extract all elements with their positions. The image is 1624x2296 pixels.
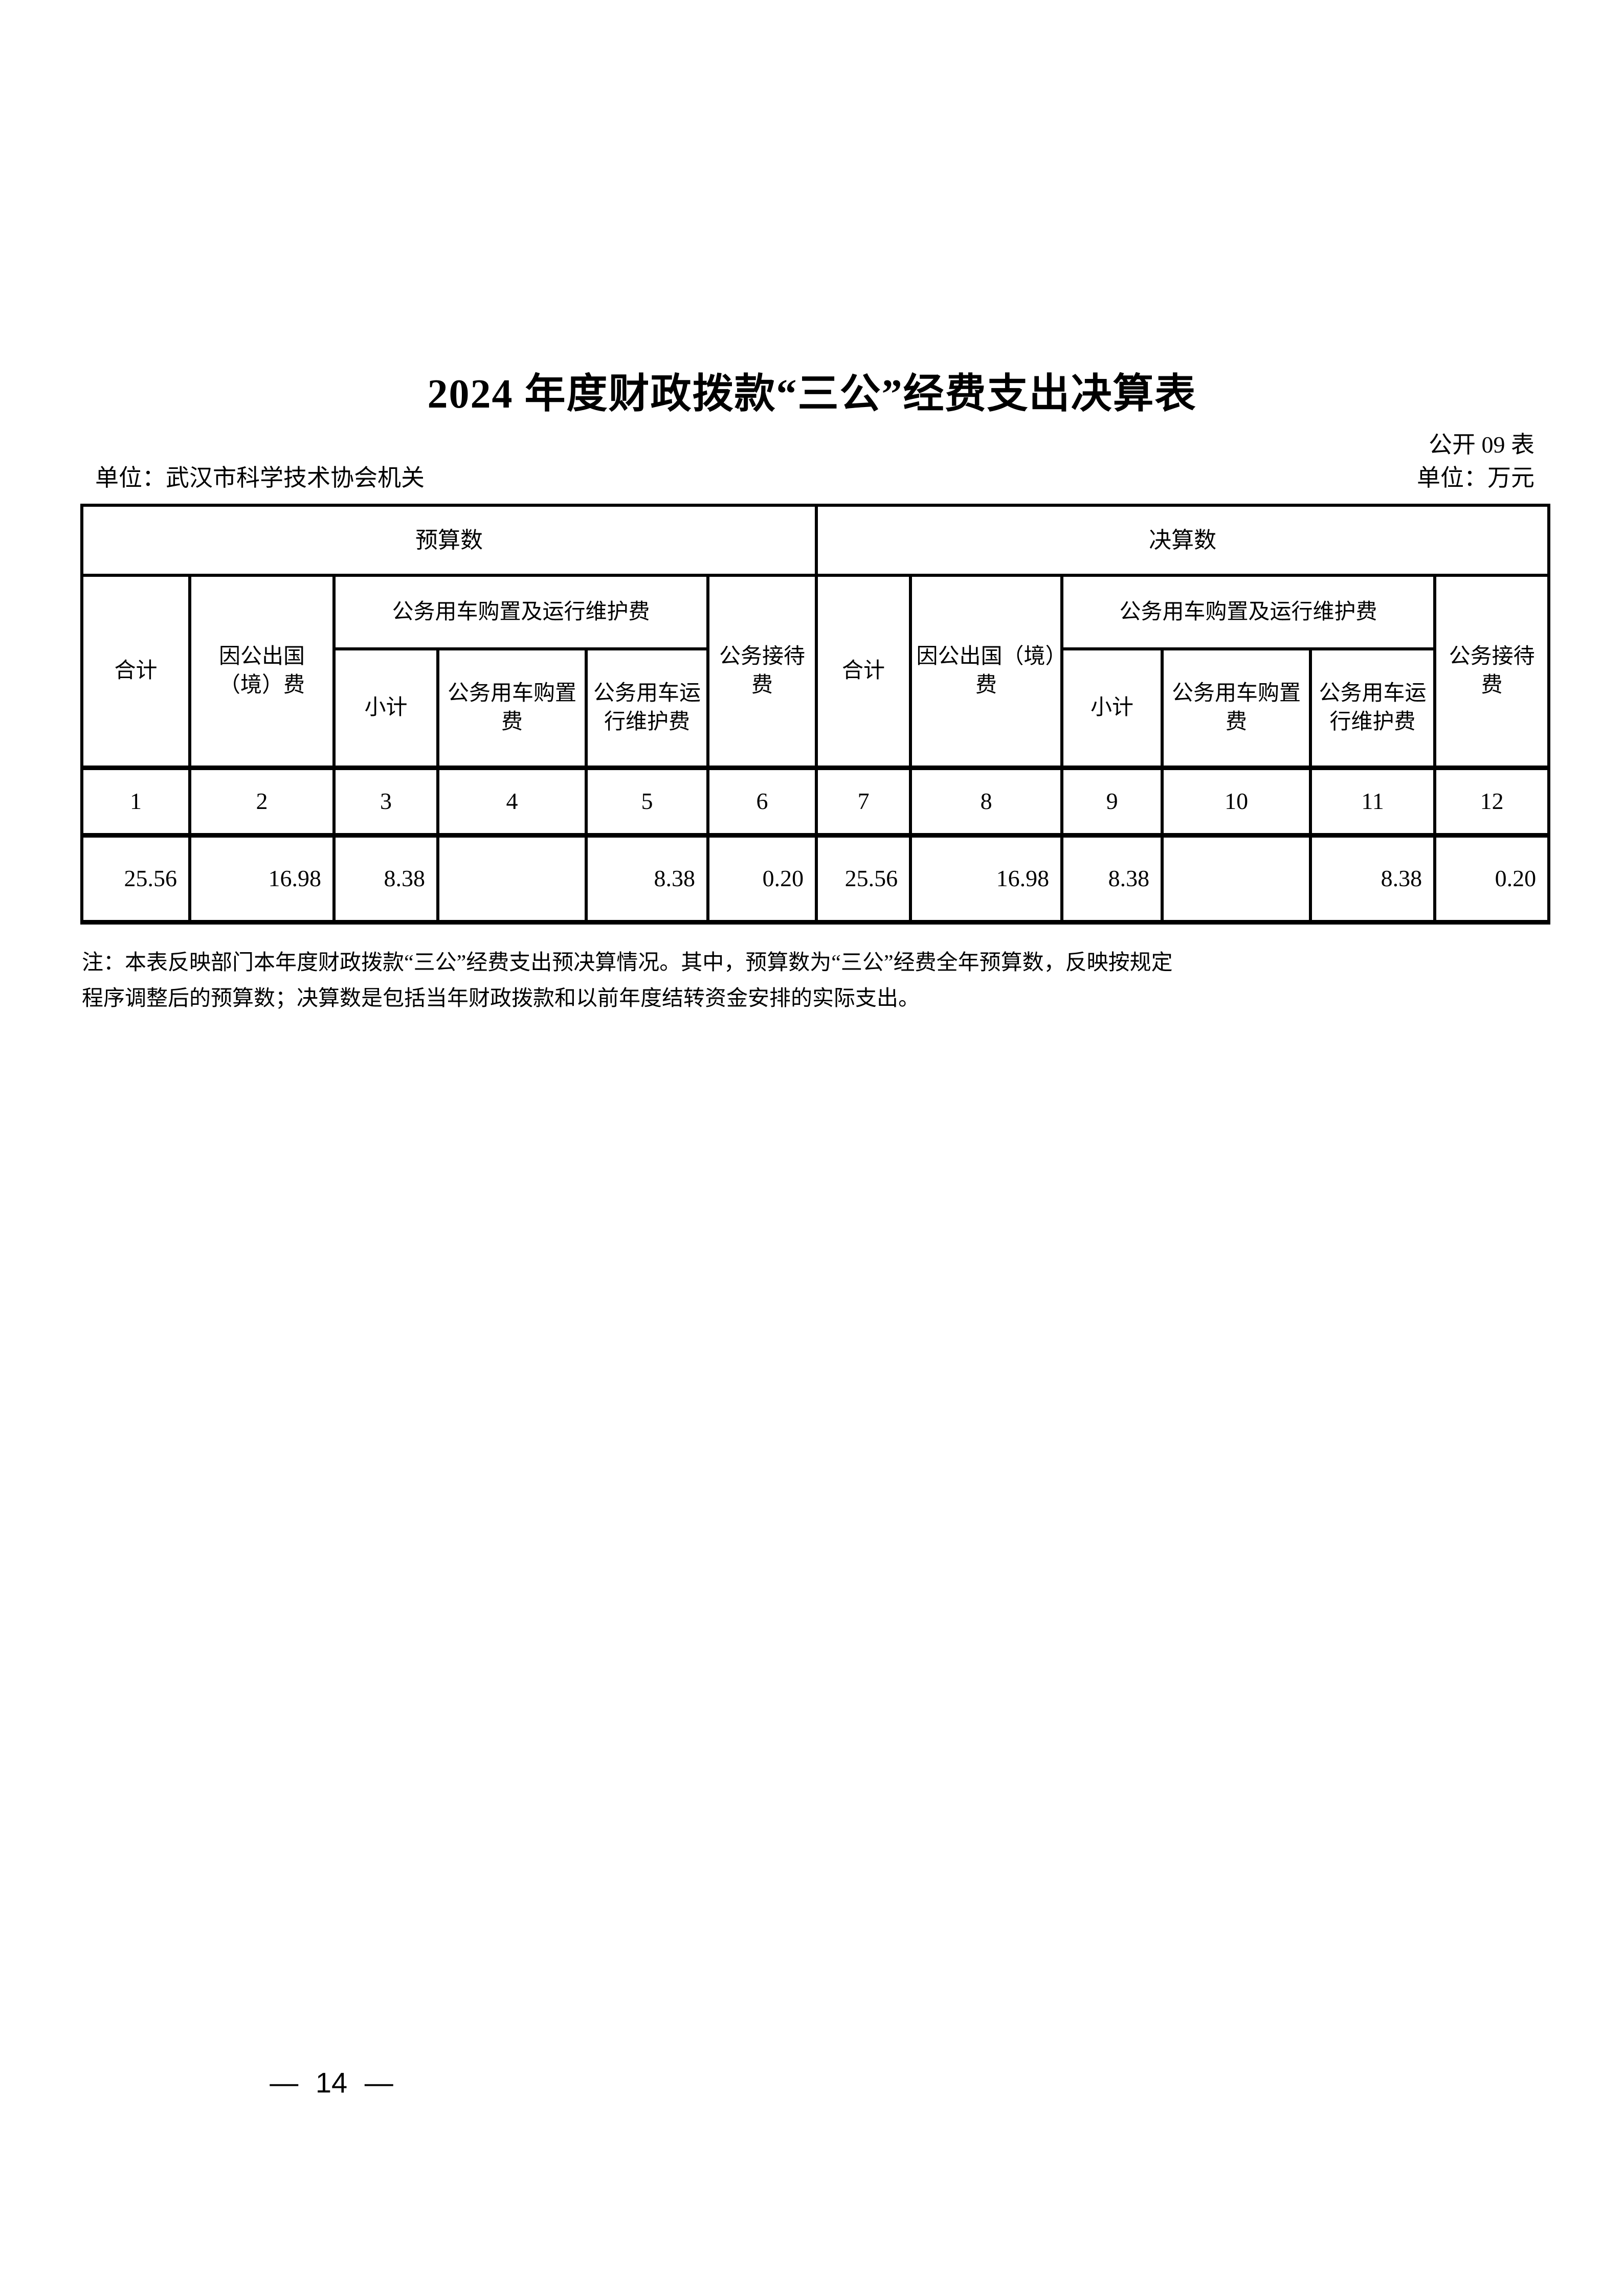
- value-cell-subtotal-final: 8.38: [1060, 832, 1164, 925]
- value-cell-subtotal-budget: 8.38: [332, 832, 439, 925]
- header-reception-budget: 公务接待费: [706, 574, 818, 769]
- header-total-budget: 合计: [80, 574, 191, 769]
- header-maintenance-final: 公务用车运行维护费: [1309, 647, 1437, 769]
- value-cell-maintenance-final: 8.38: [1309, 832, 1437, 925]
- column-number-cell: 3: [332, 765, 439, 837]
- unit-currency: 单位：万元: [1417, 465, 1534, 491]
- value-cell-total-budget: 25.56: [80, 832, 191, 925]
- header-reception-final: 公务接待费: [1433, 574, 1551, 769]
- column-number-cell: 6: [706, 765, 818, 837]
- column-number-cell: 9: [1060, 765, 1164, 837]
- header-vehicle-group-final: 公务用车购置及运行维护费: [1060, 574, 1437, 650]
- header-vehicle-group-budget: 公务用车购置及运行维护费: [332, 574, 709, 650]
- header-subtotal-budget: 小计: [332, 647, 439, 769]
- header-row-top: 合计 因公出国（境）费 公务用车购置及运行维护费 公务接待费 合计 因公出国（境…: [80, 574, 1551, 769]
- header-maintenance-budget: 公务用车运行维护费: [585, 647, 709, 769]
- value-cell-abroad-budget: 16.98: [188, 832, 336, 925]
- unit-name: 单位：武汉市科学技术协会机关: [95, 465, 425, 491]
- value-cell-maintenance-budget: 8.38: [585, 832, 709, 925]
- header-purchase-final: 公务用车购置费: [1161, 647, 1312, 769]
- column-number-cell: 5: [585, 765, 709, 837]
- table-note: 注：本表反映部门本年度财政拨款“三公”经费支出预决算情况。其中，预算数为“三公”…: [82, 945, 1565, 1017]
- page-title: 2024 年度财政拨款“三公”经费支出决算表: [427, 372, 1197, 417]
- note-line-2: 程序调整后的预算数；决算数是包括当年财政拨款和以前年度结转资金安排的实际支出。: [82, 987, 920, 1010]
- unit-row: 单位：武汉市科学技术协会机关 单位：万元: [95, 459, 1534, 493]
- group-header-row: 预算数 决算数: [80, 504, 1551, 577]
- group-header-budget: 预算数: [80, 504, 818, 577]
- column-number-cell: 2: [188, 765, 336, 837]
- header-total-final: 合计: [815, 574, 913, 769]
- header-abroad-final: 因公出国（境）费: [909, 574, 1064, 769]
- value-cell-abroad-final: 16.98: [909, 832, 1064, 925]
- column-number-cell: 1: [80, 765, 191, 837]
- column-number-cell: 8: [909, 765, 1064, 837]
- header-row-sub: 小计 公务用车购置费 公务用车运行维护费 小计 公务用车购置费 公务用车运行维护…: [82, 647, 1549, 769]
- page-number: — 14 —: [270, 2066, 393, 2099]
- header-subtotal-final: 小计: [1060, 647, 1164, 769]
- value-cell-reception-budget: 0.20: [706, 832, 818, 925]
- value-cell-reception-final: 0.20: [1433, 832, 1551, 925]
- three-public-expense-table: 预算数 决算数 合计 因公出国（境）费 公务用车购置及运行维护费 公务接待费 合…: [80, 504, 1551, 925]
- value-cell-purchase-budget: [436, 832, 588, 925]
- column-number-cell: 11: [1309, 765, 1437, 837]
- column-number-cell: 4: [436, 765, 588, 837]
- value-cell-purchase-final: [1161, 832, 1312, 925]
- value-row: 25.56 16.98 8.38 8.38 0.20 25.56 16.98 8…: [80, 832, 1551, 925]
- group-header-final: 决算数: [815, 504, 1551, 577]
- column-number-row: 1 2 3 4 5 6 7 8 9 10 11 12: [80, 765, 1551, 837]
- note-line-1: 注：本表反映部门本年度财政拨款“三公”经费支出预决算情况。其中，预算数为“三公”…: [82, 951, 1173, 975]
- value-cell-total-final: 25.56: [815, 832, 913, 925]
- column-number-cell: 12: [1433, 765, 1551, 837]
- header-abroad-budget: 因公出国（境）费: [188, 574, 336, 769]
- table-code: 公开 09 表: [1429, 432, 1534, 458]
- column-number-cell: 7: [815, 765, 913, 837]
- header-purchase-budget: 公务用车购置费: [436, 647, 588, 769]
- column-number-cell: 10: [1161, 765, 1312, 837]
